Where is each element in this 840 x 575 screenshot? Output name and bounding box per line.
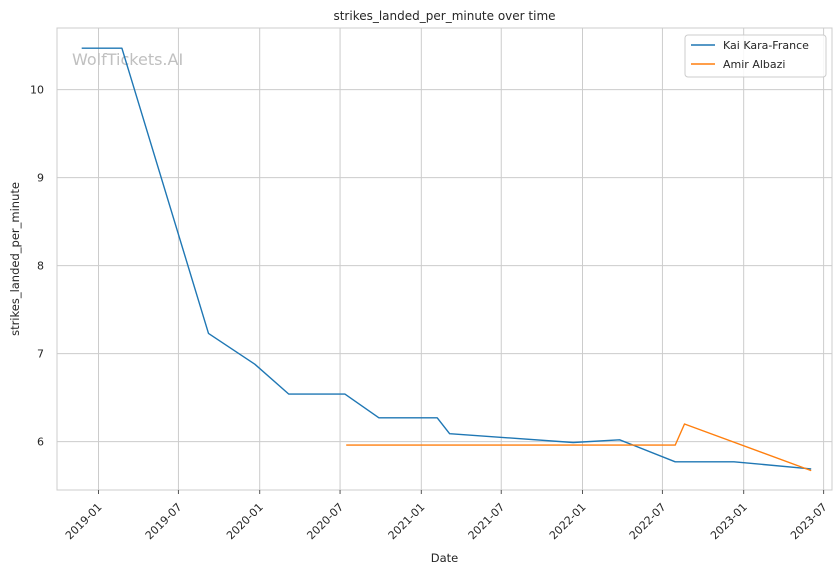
- series-lines: [81, 47, 812, 472]
- y-tick-label-9: 9: [37, 172, 44, 185]
- legend-label-amir-albazi: Amir Albazi: [723, 58, 785, 71]
- chart-title: strikes_landed_per_minute over time: [333, 9, 555, 23]
- y-tick-label-6: 6: [37, 436, 44, 449]
- y-axis-ticks: 6 7 8 9 10: [30, 84, 44, 449]
- grid-lines: [57, 28, 832, 490]
- y-axis-title: strikes_landed_per_minute: [8, 182, 22, 336]
- series-line-amir-albazi: [346, 423, 812, 472]
- x-axis-title: Date: [431, 551, 459, 565]
- y-tick-label-7: 7: [37, 348, 44, 361]
- watermark-text: WolfTickets.AI: [72, 50, 183, 69]
- series-line-kai-kara-france: [81, 47, 812, 470]
- y-tick-label-10: 10: [30, 84, 44, 97]
- legend-label-kai-kara-france: Kai Kara-France: [723, 39, 809, 52]
- legend: Kai Kara-France Amir Albazi: [684, 34, 827, 78]
- legend-box: [684, 34, 827, 78]
- plot-frame: [56, 27, 833, 491]
- y-tick-label-8: 8: [37, 260, 44, 273]
